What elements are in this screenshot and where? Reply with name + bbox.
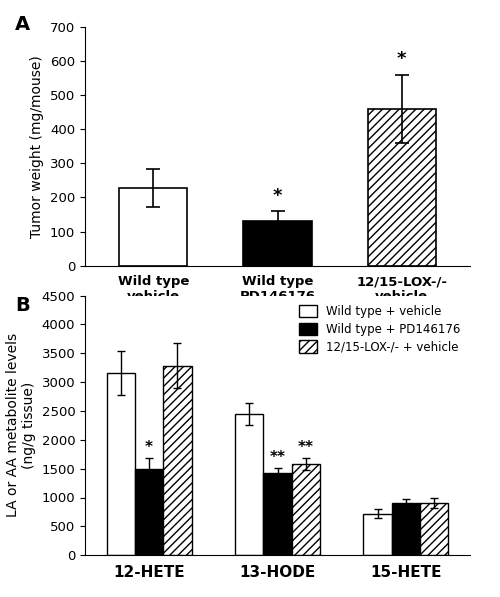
Bar	[264, 473, 291, 555]
Y-axis label: Tumor weight (mg/mouse): Tumor weight (mg/mouse)	[30, 55, 44, 238]
Bar	[164, 366, 192, 555]
Bar	[235, 414, 264, 555]
Bar	[392, 503, 420, 555]
Text: **: **	[298, 440, 314, 455]
Bar	[292, 464, 320, 555]
Text: **: **	[270, 450, 285, 465]
Bar	[420, 503, 448, 555]
Bar	[244, 221, 312, 266]
Text: *: *	[273, 187, 282, 205]
Bar	[119, 188, 188, 266]
Bar	[107, 374, 135, 555]
Legend: Wild type + vehicle, Wild type + PD146176, 12/15-LOX-/- + vehicle: Wild type + vehicle, Wild type + PD14617…	[296, 301, 464, 357]
Text: *: *	[145, 439, 153, 454]
Bar	[368, 109, 436, 266]
Text: B: B	[15, 296, 30, 315]
Bar	[364, 513, 392, 555]
Y-axis label: LA or AA metabolite levels
(ng/g tissue): LA or AA metabolite levels (ng/g tissue)	[6, 333, 36, 518]
Text: A: A	[15, 15, 30, 34]
Bar	[135, 469, 164, 555]
Text: *: *	[397, 51, 406, 69]
